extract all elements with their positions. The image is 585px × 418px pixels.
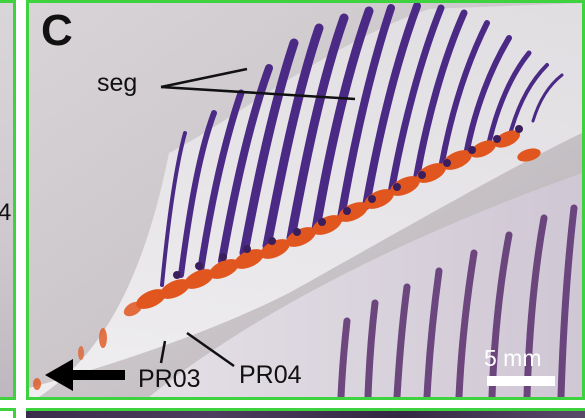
left-neighbor-panel: 4	[0, 0, 16, 400]
bottom-neighbor-panel	[26, 408, 585, 418]
scale-bar	[487, 376, 555, 386]
pr03-label: PR03	[138, 365, 201, 393]
panel-c: C seg PR03 PR04 5 mm	[26, 0, 585, 400]
pr-pointer-lines	[159, 331, 235, 368]
scale-bar-label: 5 mm	[484, 345, 542, 371]
left-panel-partial-label: 4	[0, 199, 12, 226]
seg-pointer-lines	[160, 67, 356, 101]
panel-letter: C	[41, 6, 73, 55]
seg-label: seg	[97, 69, 138, 97]
direction-arrow	[45, 359, 125, 391]
fin-micrograph	[29, 3, 582, 397]
bottom-left-neighbor-panel	[0, 408, 16, 418]
pr04-label: PR04	[239, 361, 302, 389]
